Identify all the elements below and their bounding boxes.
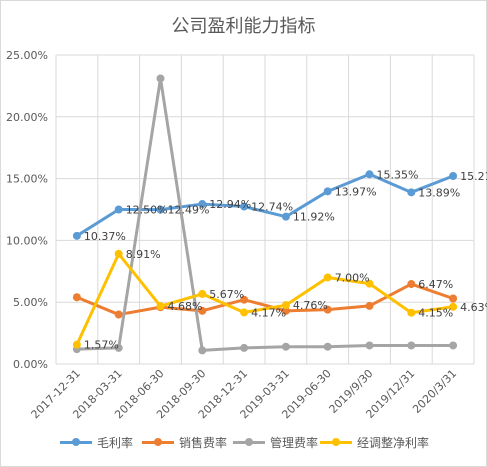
legend-label: 管理费率 [270,435,319,450]
data-point [281,212,290,221]
series-line [75,282,455,317]
data-point [72,293,81,302]
data-point [365,341,374,350]
data-point [407,280,416,289]
legend-swatch [320,432,352,452]
legend-item: 管理费率 [233,432,318,452]
data-label: 4.63% [460,301,487,314]
x-tick-label: 2020/3/31 [410,367,459,416]
data-point [198,289,207,298]
data-point [240,202,249,211]
data-point [407,188,416,197]
data-point [365,170,374,179]
data-label: 6.47% [418,278,453,291]
data-point [114,205,123,214]
data-label: 15.21% [460,170,487,183]
data-label: 12.50% [126,204,168,217]
data-point [281,301,290,310]
data-label: 8.91% [126,248,161,261]
y-tick-label: 15.00% [6,173,48,186]
data-point [240,308,249,317]
data-point [449,294,458,303]
legend-item: 销售费率 [142,432,227,452]
data-point [72,231,81,240]
y-tick-label: 25.00% [6,49,48,62]
legend-label: 毛利率 [97,435,134,450]
data-point [72,340,81,349]
data-label: 12.74% [251,201,293,214]
data-point [281,342,290,351]
legend-swatch [60,432,92,452]
y-tick-label: 5.00% [13,296,48,309]
data-label: 10.37% [84,230,126,243]
data-point [407,341,416,350]
data-point [114,343,123,352]
data-label: 12.94% [209,198,251,211]
data-point [240,343,249,352]
data-point [449,302,458,311]
series-line [75,76,455,352]
data-point [198,306,207,315]
legend-item: 毛利率 [60,432,133,452]
data-point [407,308,416,317]
data-point [365,301,374,310]
data-label: 4.17% [251,306,286,319]
legend-label: 经调整净利率 [357,435,430,450]
data-point [240,295,249,304]
data-label: 5.67% [209,288,244,301]
series-line [75,252,455,347]
data-point [198,346,207,355]
data-label: 4.15% [418,307,453,320]
legend-label: 销售费率 [179,435,228,450]
data-point [365,279,374,288]
data-label: 1.57% [84,339,119,352]
line-chart: 0.00%5.00%10.00%15.00%20.00%25.00%2017-1… [6,49,487,421]
data-point [323,305,332,314]
y-tick-label: 20.00% [6,111,48,124]
data-point [114,249,123,258]
data-label: 4.68% [168,300,203,313]
data-point [449,341,458,350]
legend: 毛利率 销售费率 管理费率 经调整净利率 [0,432,487,452]
data-point [156,74,165,83]
data-point [323,273,332,282]
chart-title: 公司盈利能力指标 [171,16,316,37]
data-point [323,187,332,196]
data-point [114,310,123,319]
legend-swatch [142,432,174,452]
data-point [156,205,165,214]
data-label: 13.97% [335,185,377,198]
data-label: 7.00% [335,271,370,284]
data-point [449,172,458,181]
data-label: 4.76% [293,299,328,312]
legend-item: 经调整净利率 [320,432,429,452]
data-point [198,200,207,209]
data-point [323,342,332,351]
y-tick-label: 10.00% [6,234,48,247]
y-tick-label: 0.00% [13,358,48,371]
data-label: 15.35% [377,168,419,181]
data-label: 12.49% [168,204,210,217]
legend-swatch [233,432,265,452]
data-label: 13.89% [418,186,460,199]
data-label: 11.92% [293,211,335,224]
data-point [156,302,165,311]
